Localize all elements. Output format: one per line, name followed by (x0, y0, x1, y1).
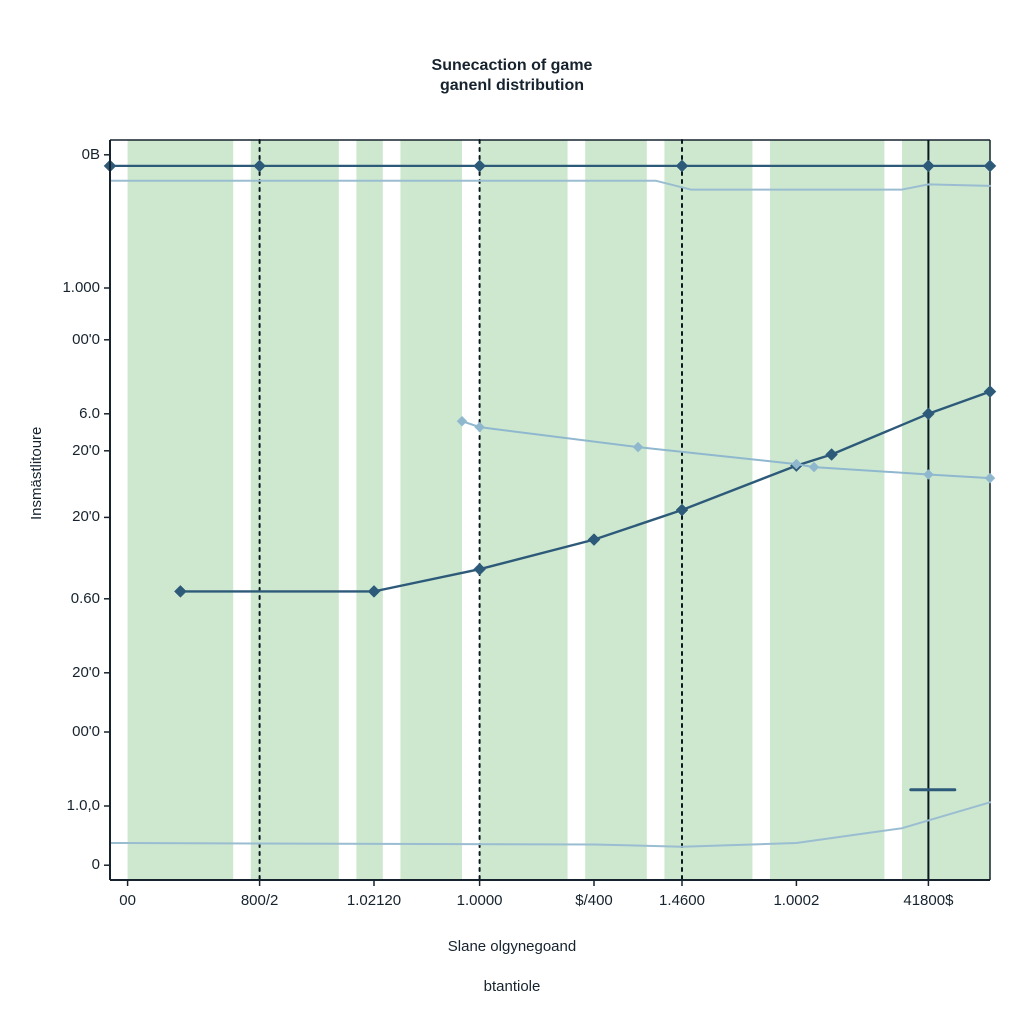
x-tick-label: 41800$ (903, 892, 953, 909)
x-tick-label: $/400 (575, 892, 613, 909)
background-band (128, 140, 234, 880)
background-band (480, 140, 568, 880)
y-tick-label: 1.000 (62, 279, 100, 296)
x-tick-label: 1.0000 (457, 892, 503, 909)
x-axis-label-primary: Slane olgynegoand (0, 938, 1024, 955)
x-tick-label: 800/2 (241, 892, 279, 909)
background-band (356, 140, 382, 880)
x-tick-label: 00 (119, 892, 136, 909)
y-tick-label: 00'0 (72, 331, 100, 348)
y-tick-label: 0.60 (71, 590, 100, 607)
x-tick-label: 1.02120 (347, 892, 401, 909)
y-tick-label: 20'0 (72, 664, 100, 681)
chart-title-line-2: ganenl distribution (0, 76, 1024, 96)
chart-svg (110, 140, 990, 880)
y-tick-label: 00'0 (72, 723, 100, 740)
x-axis-label-secondary: btantiole (0, 978, 1024, 995)
x-tick-label: 1.4600 (659, 892, 705, 909)
chart-title: Sunecaction of game ganenl distribution (0, 56, 1024, 96)
y-tick-label: 20'0 (72, 442, 100, 459)
y-tick-label: 20'0 (72, 508, 100, 525)
y-tick-label: 0B (82, 146, 100, 163)
background-band (585, 140, 647, 880)
background-band (251, 140, 339, 880)
y-axis-label: Insmästlitoure (28, 427, 45, 520)
background-band (400, 140, 462, 880)
background-band (770, 140, 884, 880)
plot-area (110, 140, 990, 880)
background-band (902, 140, 990, 880)
x-tick-label: 1.0002 (773, 892, 819, 909)
y-tick-label: 0 (92, 856, 100, 873)
chart-title-line-1: Sunecaction of game (0, 56, 1024, 76)
y-tick-label: 6.0 (79, 405, 100, 422)
chart-page: Sunecaction of game ganenl distribution … (0, 0, 1024, 1024)
y-tick-label: 1.0,0 (67, 797, 100, 814)
